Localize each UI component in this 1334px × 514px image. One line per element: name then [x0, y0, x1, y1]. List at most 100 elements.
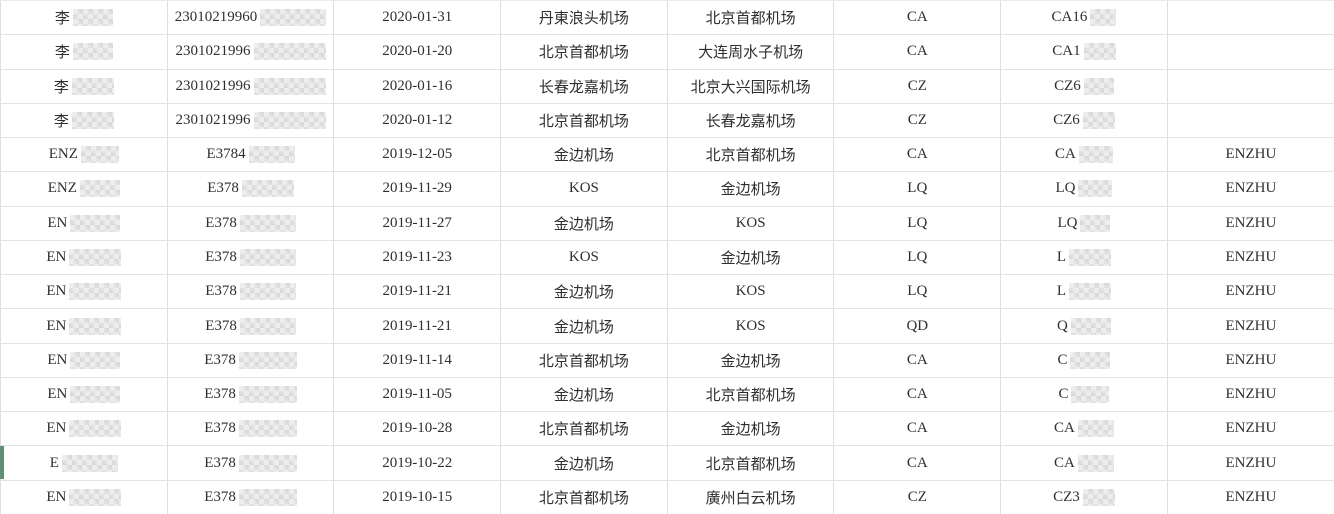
cell-departure-airport[interactable]: 金边机场	[500, 137, 668, 173]
cell-departure-airport[interactable]: 丹東浪头机场	[500, 0, 668, 36]
cell-arrival-airport[interactable]: 北京首都机场	[666, 445, 834, 481]
cell-passenger-pinyin[interactable]: ENZHU	[1166, 343, 1334, 378]
cell-flight-number[interactable]: CZ6	[1000, 69, 1168, 104]
cell-passenger-name[interactable]: EN	[0, 206, 168, 241]
cell-departure-airport[interactable]: 北京首都机场	[500, 34, 668, 70]
cell-flight-date[interactable]: 2019-11-05	[333, 377, 501, 413]
cell-arrival-airport[interactable]: 北京首都机场	[666, 0, 834, 36]
cell-passenger-pinyin[interactable]: ENZHU	[1166, 411, 1334, 447]
cell-departure-airport[interactable]: 金边机场	[500, 377, 668, 413]
cell-airline-code[interactable]: CA	[833, 411, 1001, 447]
cell-passenger-name[interactable]: ENZ	[0, 171, 168, 207]
cell-airline-code[interactable]: CZ	[833, 69, 1001, 104]
cell-passenger-name[interactable]: EN	[0, 343, 168, 378]
cell-flight-date[interactable]: 2020-01-16	[333, 69, 501, 104]
cell-passenger-name[interactable]: 李	[0, 103, 168, 139]
cell-airline-code[interactable]: QD	[833, 308, 1001, 344]
cell-flight-number[interactable]: L	[1000, 274, 1168, 310]
cell-flight-date[interactable]: 2019-10-22	[333, 445, 501, 481]
cell-flight-number[interactable]: CZ3	[1000, 480, 1168, 514]
cell-flight-number[interactable]: L	[1000, 240, 1168, 276]
cell-id-number[interactable]: E378	[166, 240, 334, 276]
cell-passenger-name[interactable]: E	[0, 445, 168, 481]
cell-arrival-airport[interactable]: 北京首都机场	[666, 137, 834, 173]
cell-departure-airport[interactable]: 金边机场	[500, 445, 668, 481]
cell-departure-airport[interactable]: 北京首都机场	[500, 103, 668, 139]
cell-airline-code[interactable]: LQ	[833, 206, 1001, 241]
cell-flight-number[interactable]: CA	[1000, 411, 1168, 447]
cell-airline-code[interactable]: LQ	[833, 274, 1001, 310]
cell-passenger-pinyin[interactable]: ENZHU	[1166, 171, 1334, 207]
cell-flight-number[interactable]: CZ6	[1000, 103, 1168, 139]
cell-departure-airport[interactable]: 金边机场	[500, 308, 668, 344]
cell-passenger-name[interactable]: EN	[0, 274, 168, 310]
cell-passenger-pinyin[interactable]	[1166, 103, 1334, 139]
cell-flight-number[interactable]: CA	[1000, 137, 1168, 173]
cell-passenger-pinyin[interactable]: ENZHU	[1166, 308, 1334, 344]
cell-id-number[interactable]: E378	[166, 343, 334, 378]
cell-flight-number[interactable]: CA	[1000, 445, 1168, 481]
cell-airline-code[interactable]: CZ	[833, 103, 1001, 139]
cell-passenger-pinyin[interactable]: ENZHU	[1166, 137, 1334, 173]
cell-flight-date[interactable]: 2019-11-23	[333, 240, 501, 276]
cell-departure-airport[interactable]: 金边机场	[500, 274, 668, 310]
cell-arrival-airport[interactable]: 金边机场	[666, 411, 834, 447]
cell-flight-date[interactable]: 2020-01-31	[333, 0, 501, 36]
cell-id-number[interactable]: 23010219960	[166, 0, 334, 36]
cell-id-number[interactable]: E378	[166, 274, 334, 310]
cell-passenger-name[interactable]: EN	[0, 411, 168, 447]
cell-arrival-airport[interactable]: KOS	[666, 308, 834, 344]
cell-flight-date[interactable]: 2020-01-12	[333, 103, 501, 139]
cell-flight-number[interactable]: Q	[1000, 308, 1168, 344]
cell-id-number[interactable]: E378	[166, 411, 334, 447]
cell-passenger-name[interactable]: EN	[0, 377, 168, 413]
cell-departure-airport[interactable]: KOS	[500, 171, 668, 207]
cell-flight-date[interactable]: 2019-11-21	[333, 308, 501, 344]
cell-departure-airport[interactable]: 北京首都机场	[500, 411, 668, 447]
cell-airline-code[interactable]: LQ	[833, 240, 1001, 276]
cell-airline-code[interactable]: CA	[833, 377, 1001, 413]
cell-arrival-airport[interactable]: 大连周水子机场	[666, 34, 834, 70]
cell-passenger-name[interactable]: 李	[0, 0, 168, 36]
cell-departure-airport[interactable]: 长春龙嘉机场	[500, 69, 668, 104]
cell-passenger-pinyin[interactable]: ENZHU	[1166, 240, 1334, 276]
cell-passenger-pinyin[interactable]	[1166, 0, 1334, 36]
cell-arrival-airport[interactable]: 廣州白云机场	[666, 480, 834, 514]
cell-arrival-airport[interactable]: 金边机场	[666, 171, 834, 207]
cell-airline-code[interactable]: CZ	[833, 480, 1001, 514]
cell-id-number[interactable]: E378	[166, 480, 334, 514]
cell-flight-number[interactable]: C	[1000, 377, 1168, 413]
cell-flight-date[interactable]: 2019-11-29	[333, 171, 501, 207]
cell-passenger-name[interactable]: EN	[0, 308, 168, 344]
cell-departure-airport[interactable]: KOS	[500, 240, 668, 276]
cell-flight-date[interactable]: 2019-12-05	[333, 137, 501, 173]
cell-passenger-pinyin[interactable]	[1166, 69, 1334, 104]
cell-arrival-airport[interactable]: 北京首都机场	[666, 377, 834, 413]
cell-arrival-airport[interactable]: KOS	[666, 206, 834, 241]
cell-arrival-airport[interactable]: 金边机场	[666, 240, 834, 276]
cell-flight-number[interactable]: CA16	[1000, 0, 1168, 36]
cell-departure-airport[interactable]: 北京首都机场	[500, 480, 668, 514]
cell-passenger-name[interactable]: ENZ	[0, 137, 168, 173]
cell-passenger-pinyin[interactable]: ENZHU	[1166, 445, 1334, 481]
cell-airline-code[interactable]: CA	[833, 0, 1001, 36]
cell-flight-number[interactable]: LQ	[1000, 171, 1168, 207]
cell-passenger-name[interactable]: 李	[0, 34, 168, 70]
cell-passenger-pinyin[interactable]: ENZHU	[1166, 274, 1334, 310]
cell-passenger-name[interactable]: 李	[0, 69, 168, 104]
cell-arrival-airport[interactable]: 北京大兴国际机场	[666, 69, 834, 104]
cell-id-number[interactable]: E378	[166, 445, 334, 481]
cell-arrival-airport[interactable]: KOS	[666, 274, 834, 310]
cell-flight-date[interactable]: 2019-11-21	[333, 274, 501, 310]
cell-passenger-pinyin[interactable]: ENZHU	[1166, 206, 1334, 241]
cell-flight-date[interactable]: 2019-11-27	[333, 206, 501, 241]
cell-id-number[interactable]: 2301021996	[166, 103, 334, 139]
cell-passenger-pinyin[interactable]	[1166, 34, 1334, 70]
cell-id-number[interactable]: E3784	[166, 137, 334, 173]
cell-arrival-airport[interactable]: 金边机场	[666, 343, 834, 378]
cell-flight-number[interactable]: LQ	[1000, 206, 1168, 241]
cell-flight-number[interactable]: CA1	[1000, 34, 1168, 70]
cell-flight-number[interactable]: C	[1000, 343, 1168, 378]
cell-flight-date[interactable]: 2019-11-14	[333, 343, 501, 378]
cell-passenger-pinyin[interactable]: ENZHU	[1166, 480, 1334, 514]
